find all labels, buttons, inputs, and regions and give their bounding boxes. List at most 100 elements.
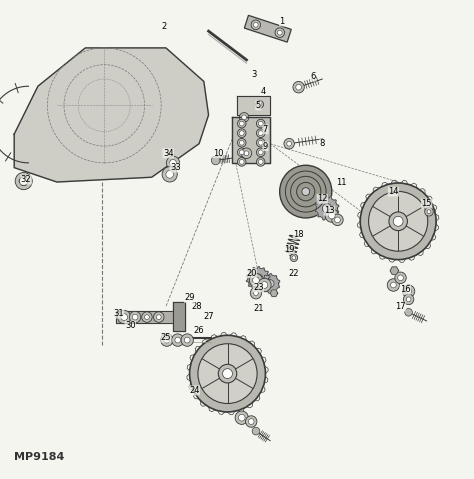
Circle shape [175,337,181,343]
Text: 17: 17 [395,302,406,311]
Circle shape [237,138,246,147]
Text: 10: 10 [213,149,223,158]
Circle shape [403,294,414,305]
Circle shape [296,84,301,90]
Circle shape [427,210,431,214]
Text: 3: 3 [251,70,256,79]
Circle shape [256,119,265,128]
Circle shape [256,129,265,137]
Circle shape [237,129,246,137]
Circle shape [161,334,173,346]
Circle shape [235,411,248,424]
Circle shape [332,214,343,226]
Text: 24: 24 [189,386,200,395]
Text: 12: 12 [317,194,328,203]
Text: 31: 31 [113,309,124,318]
Circle shape [292,256,296,260]
Circle shape [170,160,176,166]
Circle shape [322,204,332,213]
Text: 32: 32 [21,175,31,184]
Circle shape [328,212,335,219]
Text: 15: 15 [421,199,432,208]
Circle shape [238,414,245,421]
Circle shape [166,171,173,178]
Circle shape [406,297,411,302]
Circle shape [285,139,293,148]
Polygon shape [19,177,28,185]
Polygon shape [261,274,280,294]
Text: 18: 18 [293,230,304,239]
Circle shape [118,310,131,324]
Polygon shape [116,311,175,323]
Text: 30: 30 [125,321,136,330]
Circle shape [369,192,428,251]
Text: 21: 21 [253,305,264,313]
Circle shape [325,209,338,222]
Text: 6: 6 [310,72,316,81]
Text: 29: 29 [184,294,195,302]
Circle shape [251,20,261,30]
Circle shape [172,334,184,346]
Circle shape [294,82,303,92]
Circle shape [218,364,237,383]
Circle shape [261,282,268,288]
Circle shape [156,315,161,319]
Circle shape [391,282,396,288]
Text: 4: 4 [260,87,266,95]
Circle shape [275,28,284,37]
Circle shape [164,337,170,343]
Text: 19: 19 [284,245,294,253]
Circle shape [15,172,32,190]
Circle shape [425,207,433,216]
Text: 22: 22 [289,269,299,277]
Polygon shape [232,117,270,163]
Text: 14: 14 [388,187,399,196]
Circle shape [239,150,244,155]
Circle shape [290,254,298,262]
Text: 9: 9 [263,142,268,150]
Circle shape [154,312,164,322]
Circle shape [405,308,412,316]
Circle shape [284,138,294,149]
Text: 5: 5 [255,101,261,110]
Circle shape [223,369,232,378]
Text: 16: 16 [400,285,410,294]
Polygon shape [315,196,339,220]
Polygon shape [244,15,292,42]
Circle shape [237,158,246,166]
Circle shape [184,337,190,343]
Circle shape [254,274,263,284]
Circle shape [406,288,411,294]
Text: 2: 2 [161,22,166,31]
Circle shape [250,287,262,299]
Polygon shape [14,48,209,182]
Circle shape [252,427,260,435]
Circle shape [253,277,259,284]
Circle shape [360,183,436,260]
Text: 23: 23 [253,283,264,292]
Circle shape [258,131,263,136]
Circle shape [280,165,332,218]
Circle shape [145,315,149,319]
Circle shape [190,335,265,412]
Circle shape [249,274,263,287]
Polygon shape [246,267,270,291]
Circle shape [241,148,252,159]
Polygon shape [237,96,270,115]
Text: 11: 11 [336,178,346,186]
Circle shape [258,103,262,106]
Circle shape [242,115,246,120]
Text: 8: 8 [319,139,325,148]
Circle shape [293,81,304,93]
Circle shape [335,217,340,223]
Circle shape [277,30,282,35]
Circle shape [402,285,415,297]
Circle shape [256,158,265,166]
Circle shape [244,151,249,156]
Polygon shape [270,290,278,297]
Polygon shape [390,267,399,274]
Text: 25: 25 [161,333,171,342]
Circle shape [254,291,258,296]
Circle shape [198,344,257,403]
Circle shape [239,160,244,164]
